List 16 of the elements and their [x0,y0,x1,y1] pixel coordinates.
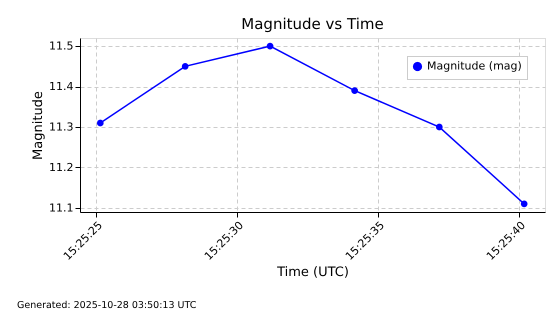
point [436,124,443,130]
y-axis-title: Magnitude [31,91,46,160]
point [266,42,274,50]
legend-label: Magnitude (mag) [427,60,522,72]
point [520,200,528,208]
chart-title: Magnitude vs Time [241,15,384,33]
y-tick-label: 11.1 [49,201,74,214]
text: Generated: 2025-10-28 03:50:13 UTC [17,300,197,311]
point [182,62,189,70]
y-tick-label: 11.3 [49,120,74,134]
x-axis-title: Time (UTC) [276,265,349,280]
point [351,87,358,94]
y-tick-label: 11.2 [49,160,74,174]
y-tick-label: 11.5 [49,40,74,53]
y-tick-label: 11.4 [49,80,74,94]
point [96,120,104,126]
